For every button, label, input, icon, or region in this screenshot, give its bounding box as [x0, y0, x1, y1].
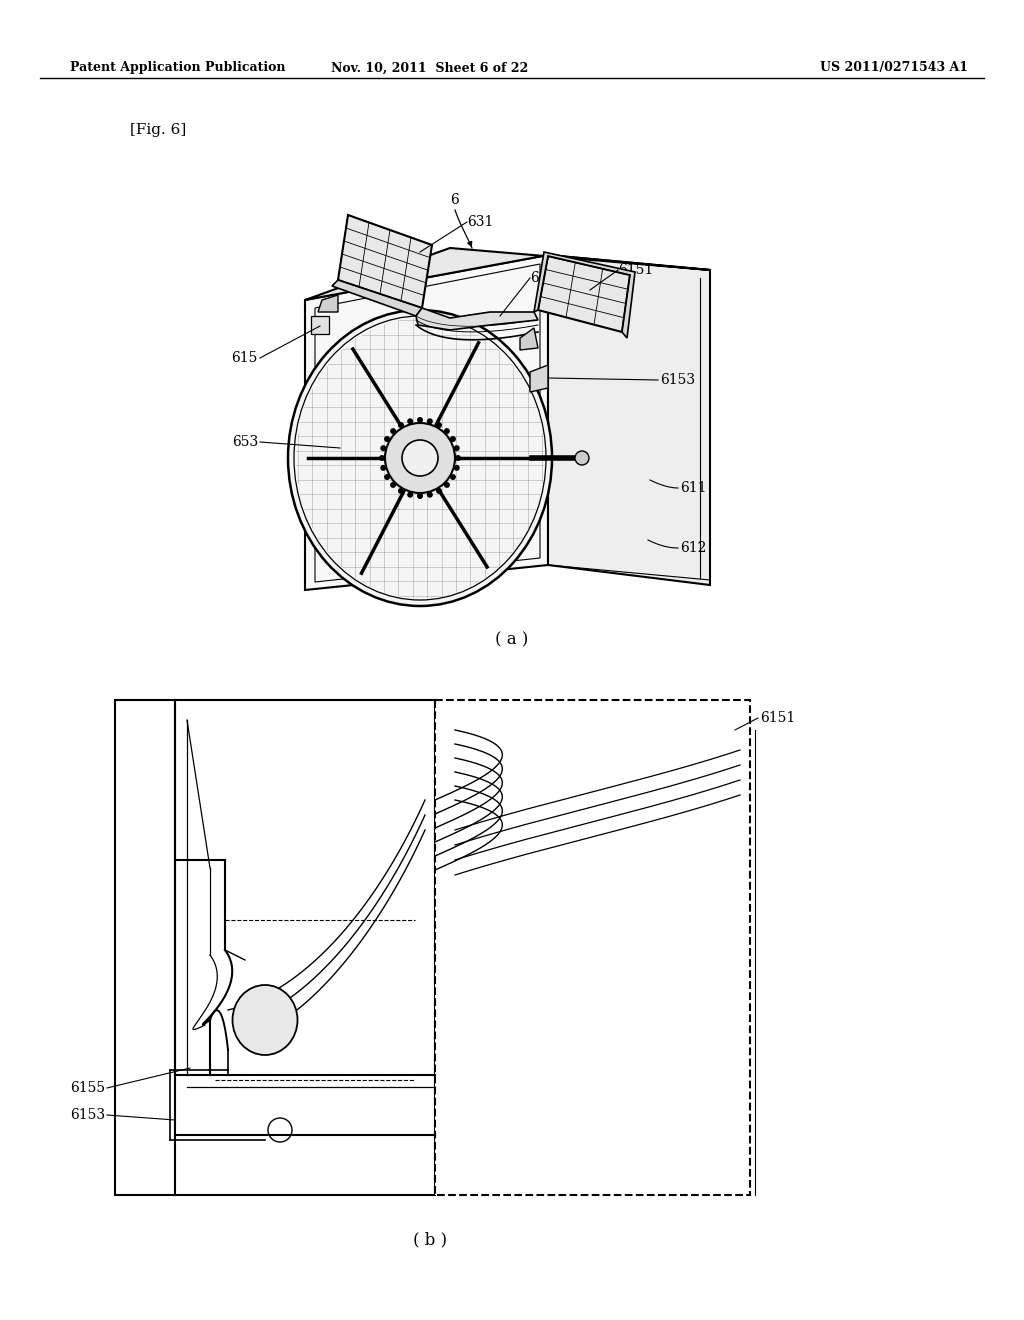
Circle shape [454, 445, 460, 451]
Circle shape [455, 455, 461, 461]
Circle shape [408, 492, 413, 498]
Circle shape [408, 418, 413, 424]
Ellipse shape [232, 985, 298, 1055]
Polygon shape [520, 327, 538, 350]
Circle shape [575, 451, 589, 465]
Polygon shape [318, 294, 338, 312]
Circle shape [427, 418, 433, 424]
Text: 6155: 6155 [70, 1081, 105, 1096]
Text: Nov. 10, 2011  Sheet 6 of 22: Nov. 10, 2011 Sheet 6 of 22 [332, 62, 528, 74]
Polygon shape [332, 280, 422, 315]
Polygon shape [416, 308, 538, 330]
Circle shape [379, 455, 385, 461]
Text: ( a ): ( a ) [496, 631, 528, 648]
Text: 6: 6 [450, 193, 459, 207]
Circle shape [385, 422, 455, 492]
Text: 631: 631 [467, 215, 494, 228]
Text: 6153: 6153 [70, 1107, 105, 1122]
Polygon shape [534, 252, 635, 338]
Circle shape [398, 422, 404, 428]
Text: 615: 615 [231, 351, 258, 366]
Circle shape [417, 492, 423, 499]
Ellipse shape [288, 310, 552, 606]
Circle shape [380, 445, 386, 451]
Circle shape [402, 440, 438, 477]
Circle shape [398, 488, 404, 494]
Circle shape [443, 482, 450, 488]
Circle shape [390, 482, 396, 488]
Text: 611: 611 [680, 480, 707, 495]
Bar [115, 700, 435, 1195]
Text: 614: 614 [530, 271, 556, 285]
Text: US 2011/0271543 A1: US 2011/0271543 A1 [820, 62, 968, 74]
Polygon shape [548, 255, 710, 585]
Text: [Fig. 6]: [Fig. 6] [130, 123, 186, 137]
Text: 6153: 6153 [660, 374, 695, 387]
Polygon shape [305, 255, 548, 590]
Circle shape [454, 465, 460, 471]
Circle shape [380, 465, 386, 471]
Circle shape [427, 492, 433, 498]
Circle shape [436, 488, 442, 494]
Polygon shape [305, 248, 710, 300]
Polygon shape [538, 256, 630, 333]
Polygon shape [338, 215, 432, 308]
Polygon shape [530, 366, 548, 392]
Circle shape [384, 474, 390, 480]
Circle shape [436, 422, 442, 428]
Text: 6151: 6151 [618, 263, 653, 277]
Circle shape [443, 428, 450, 434]
Bar [435, 700, 750, 1195]
Circle shape [417, 417, 423, 422]
Text: Patent Application Publication: Patent Application Publication [70, 62, 286, 74]
Circle shape [450, 474, 456, 480]
Circle shape [390, 428, 396, 434]
Text: 6151: 6151 [760, 711, 796, 725]
Circle shape [384, 436, 390, 442]
Bar [311, 315, 329, 334]
Text: ( b ): ( b ) [413, 1232, 447, 1249]
Circle shape [450, 436, 456, 442]
Text: 653: 653 [231, 436, 258, 449]
Text: 612: 612 [680, 541, 707, 554]
